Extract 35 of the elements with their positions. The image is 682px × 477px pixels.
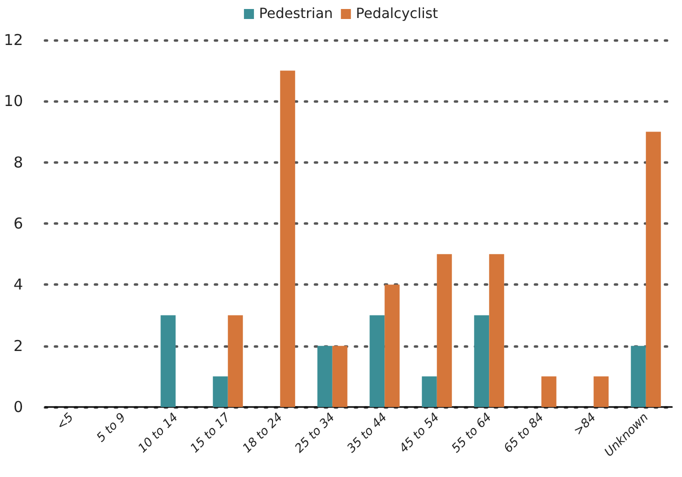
x-tick-label: <5	[54, 410, 76, 432]
bar	[280, 70, 296, 407]
y-tick-label: 6	[13, 214, 23, 232]
x-tick-label: 10 to 14	[135, 410, 181, 456]
x-tick-label: 55 to 64	[448, 410, 494, 456]
bar	[160, 315, 176, 407]
legend-label: Pedalcyclist	[356, 6, 439, 22]
bar	[474, 315, 490, 407]
x-tick-label: 35 to 44	[344, 410, 390, 456]
bar	[630, 346, 646, 407]
bar	[436, 254, 452, 407]
x-tick-label: 15 to 17	[187, 410, 234, 456]
y-tick-label: 4	[13, 276, 23, 294]
legend-label: Pedestrian	[258, 6, 333, 22]
bar	[317, 346, 332, 407]
bar	[370, 315, 385, 407]
bar	[332, 346, 348, 407]
x-tick-label: 45 to 54	[396, 410, 442, 456]
bar	[489, 254, 504, 407]
y-tick-label: 8	[13, 153, 23, 172]
bar	[541, 376, 556, 407]
bar	[646, 132, 661, 407]
x-tick-label: 25 to 34	[292, 410, 338, 456]
bar	[212, 376, 228, 407]
x-tick-label: 65 to 84	[500, 410, 546, 456]
bar	[594, 376, 609, 407]
y-tick-label: 12	[4, 31, 23, 49]
bar	[384, 284, 400, 407]
x-tick-label: 5 to 9	[94, 410, 128, 445]
bar	[422, 376, 437, 407]
y-tick-label: 0	[13, 398, 23, 416]
y-tick-label: 2	[13, 336, 23, 355]
x-tick-label: 18 to 24	[240, 410, 286, 456]
bar	[228, 315, 243, 407]
y-tick-label: 10	[4, 92, 23, 110]
